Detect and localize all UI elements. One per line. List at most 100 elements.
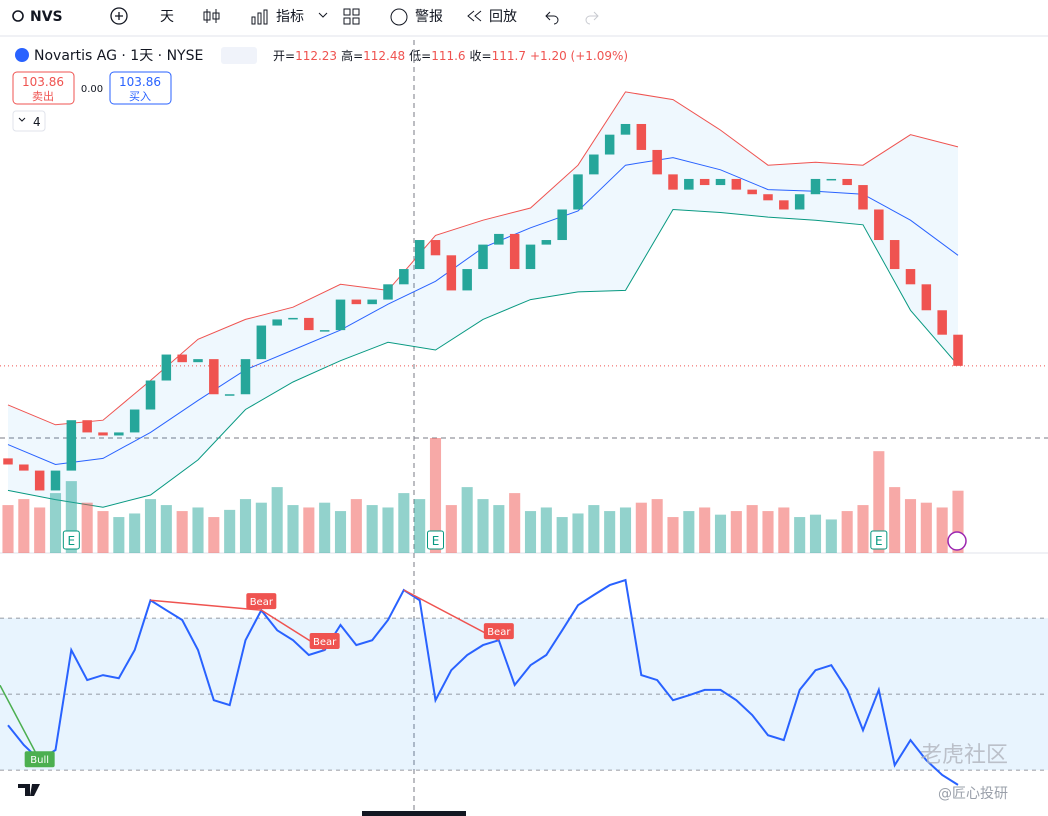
indicators[interactable]: 指标 xyxy=(276,9,304,25)
volume-bar xyxy=(97,511,109,553)
volume-bar xyxy=(841,511,853,553)
candle-body xyxy=(541,240,552,245)
series-layer: E E E Bear Bear Bear Bull xyxy=(0,91,1048,786)
alert-icon xyxy=(390,8,408,26)
candle-body xyxy=(98,432,108,436)
candle-body xyxy=(19,464,29,471)
candle-body xyxy=(256,325,267,360)
candle-body xyxy=(50,470,61,491)
volume-bar xyxy=(509,493,521,553)
volume-bar xyxy=(192,507,204,553)
earnings-label: E xyxy=(68,534,76,548)
volume-bar xyxy=(113,517,125,553)
collapse-button[interactable] xyxy=(12,110,46,132)
replay[interactable]: 回放 xyxy=(489,9,517,25)
undo[interactable] xyxy=(545,11,559,25)
layout-icon[interactable] xyxy=(343,8,360,25)
volume-bar xyxy=(762,511,774,553)
add-symbol[interactable] xyxy=(110,7,128,25)
candle-body xyxy=(351,299,362,305)
candle-body xyxy=(161,354,172,381)
volume-bar xyxy=(303,507,315,553)
volume-bar xyxy=(350,499,362,553)
sell-label: 卖出 xyxy=(32,89,54,103)
candle-body xyxy=(82,420,92,433)
volume-bar xyxy=(34,507,46,553)
plus xyxy=(115,12,123,20)
candle-body xyxy=(224,394,235,396)
candle-body xyxy=(430,240,441,256)
interval[interactable]: 天 xyxy=(160,9,174,25)
candle-body xyxy=(177,354,187,363)
volume-bar xyxy=(382,507,394,553)
symbol[interactable]: NVS xyxy=(30,9,63,25)
volume-bar xyxy=(176,511,188,553)
volume-bar xyxy=(398,493,410,553)
volume-bar xyxy=(224,509,236,553)
spread: 0.00 xyxy=(81,84,103,95)
divergence-line xyxy=(403,589,500,641)
volume-bar xyxy=(366,505,378,553)
divergence-tag xyxy=(309,633,340,650)
dropdown[interactable] xyxy=(318,12,328,18)
volume-bar xyxy=(904,499,917,553)
legend-toggle[interactable] xyxy=(221,47,257,64)
candle-body xyxy=(589,154,599,175)
volume-bar xyxy=(714,514,727,553)
volume-bar xyxy=(873,451,885,553)
candle-body xyxy=(240,359,251,395)
volume-bar xyxy=(794,517,806,553)
event-icon xyxy=(947,531,967,551)
candle-body xyxy=(304,317,314,331)
volume-bar xyxy=(619,507,632,553)
candle-body xyxy=(272,319,282,326)
volume-bar xyxy=(129,513,141,553)
volume-bar xyxy=(81,502,93,553)
rsi-line xyxy=(7,578,959,786)
earnings-marker xyxy=(427,530,444,550)
buy-button[interactable] xyxy=(109,71,172,105)
chevron xyxy=(18,117,26,122)
volume-bar xyxy=(825,519,837,553)
candle-body xyxy=(715,178,726,186)
candle-body xyxy=(905,269,916,285)
candle-body xyxy=(842,178,852,186)
buy-label: 买入 xyxy=(129,90,151,103)
band-fill xyxy=(8,91,958,508)
candle-body xyxy=(953,334,963,366)
candle-body xyxy=(763,194,773,201)
candle-body xyxy=(636,123,647,150)
divergence-label: Bear xyxy=(487,627,511,638)
candle-body xyxy=(652,149,662,175)
volume-bar xyxy=(556,517,568,553)
candle-body xyxy=(874,209,884,241)
candle-body xyxy=(747,189,757,195)
candle-body xyxy=(858,185,868,210)
volume-bar xyxy=(683,511,695,553)
volume-bar xyxy=(49,493,62,553)
sell-button[interactable] xyxy=(12,71,75,105)
band-lower xyxy=(7,208,959,508)
candle-body xyxy=(826,178,837,181)
candle-body xyxy=(319,330,330,332)
candle-body xyxy=(335,299,346,331)
volume-bar xyxy=(429,438,442,553)
divergence-line xyxy=(0,684,41,761)
volume-bar xyxy=(936,507,948,553)
time-label xyxy=(362,811,466,816)
candle-body xyxy=(193,359,203,363)
redo[interactable] xyxy=(585,11,599,25)
volume-bar xyxy=(414,499,426,553)
candle-body xyxy=(478,244,488,270)
chart-type[interactable] xyxy=(203,9,220,23)
collapsed-count: 4 xyxy=(33,115,41,129)
volume-bar xyxy=(746,505,758,553)
search-icon[interactable] xyxy=(12,10,24,22)
volume-bar xyxy=(2,505,14,553)
watermark: 老虎社区 xyxy=(920,743,1008,768)
volume-bar xyxy=(334,511,347,553)
candle-body xyxy=(668,174,678,190)
volume-bar xyxy=(778,507,790,553)
alert[interactable]: 警报 xyxy=(415,9,443,25)
